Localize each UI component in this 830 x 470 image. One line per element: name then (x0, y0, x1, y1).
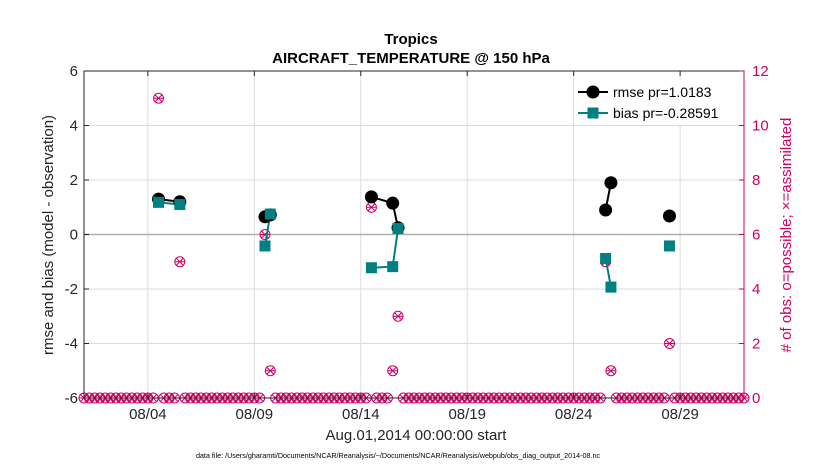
rmse-point-4 (364, 190, 378, 204)
bias-point-9 (663, 240, 675, 252)
bias-point-8 (605, 281, 617, 293)
bias-point-0 (153, 196, 165, 208)
left-axis: -6 -4 -2 0 2 4 6 (65, 63, 89, 407)
y-tick-label-3: 0 (70, 227, 78, 244)
bottom-axis: 08/04 08/09 08/14 08/19 08/24 08/29 (129, 71, 699, 423)
bias-point-6 (392, 223, 404, 235)
chart-subtitle: AIRCRAFT_TEMPERATURE @ 150 hPa (272, 50, 550, 67)
rmse-point-9 (662, 209, 676, 223)
obs-assimilated-marker-4 (366, 203, 377, 212)
x-axis-label: Aug.01,2014 00:00:00 start (326, 427, 508, 444)
legend-marker-1 (587, 107, 599, 119)
x-tick-label-0: 08/04 (129, 406, 167, 423)
obs-assimilated-marker-3 (265, 366, 276, 375)
right-y-tick-label-1: 2 (752, 336, 760, 353)
obs-assimilated-marker-5 (387, 366, 398, 375)
right-axis: 0 2 4 6 8 10 12 (739, 63, 769, 407)
legend-marker-0 (586, 85, 600, 99)
y-tick-label-4: 2 (70, 172, 78, 189)
x-tick-label-2: 08/14 (342, 406, 380, 423)
right-y-tick-label-6: 12 (752, 63, 769, 80)
y-tick-label-2: -2 (65, 281, 78, 298)
series-markers (152, 176, 676, 293)
legend-label-0: rmse pr=1.0183 (613, 84, 712, 100)
rmse-point-8 (604, 176, 618, 190)
legend: rmse pr=1.0183 bias pr=-0.28591 (575, 80, 739, 125)
x-tick-label-5: 08/29 (661, 406, 699, 423)
right-y-tick-label-0: 0 (752, 390, 760, 407)
right-y-tick-label-4: 8 (752, 172, 760, 189)
obs-assimilated-marker-1 (174, 257, 185, 266)
obs-assimilated-marker-8 (605, 366, 616, 375)
rmse-point-5 (386, 196, 400, 210)
y-axis-label: rmse and bias (model - observation) (40, 115, 57, 355)
bias-point-3 (264, 208, 276, 220)
y-tick-label-0: -6 (65, 390, 78, 407)
y-tick-label-5: 4 (70, 118, 78, 135)
obs-assimilated-marker-6 (393, 312, 404, 321)
bias-point-2 (259, 240, 271, 252)
x-tick-label-3: 08/19 (448, 406, 486, 423)
bias-point-1 (174, 199, 186, 211)
right-y-tick-label-5: 10 (752, 118, 769, 135)
rmse-point-7 (599, 203, 613, 217)
bias-point-7 (600, 252, 612, 264)
right-y-tick-label-3: 6 (752, 227, 760, 244)
obs-assimilated-marker-0 (153, 94, 164, 103)
y-tick-label-1: -4 (65, 336, 78, 353)
obs-assimilated-marker-2 (259, 230, 270, 239)
right-y-tick-label-2: 4 (752, 281, 760, 298)
chart-title: Tropics (384, 31, 437, 48)
y-tick-label-6: 6 (70, 63, 78, 80)
bias-point-5 (387, 261, 399, 273)
legend-label-1: bias pr=-0.28591 (613, 105, 719, 121)
right-y-axis-label: # of obs: o=possible; ×=assimilated (778, 118, 795, 353)
x-tick-label-1: 08/09 (236, 406, 274, 423)
data-file-footnote: data file: /Users/gharamti/Documents/NCA… (196, 451, 601, 460)
legend-box (575, 80, 739, 125)
obs-assimilated-marker-9 (664, 339, 675, 348)
bias-point-4 (365, 262, 377, 274)
x-tick-label-4: 08/24 (555, 406, 593, 423)
